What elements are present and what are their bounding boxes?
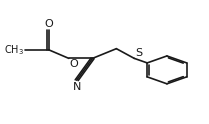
Text: S: S [135,48,142,58]
Text: O: O [70,59,79,69]
Text: $\mathregular{CH_3}$: $\mathregular{CH_3}$ [4,43,24,57]
Text: O: O [45,19,53,29]
Text: N: N [73,82,81,92]
